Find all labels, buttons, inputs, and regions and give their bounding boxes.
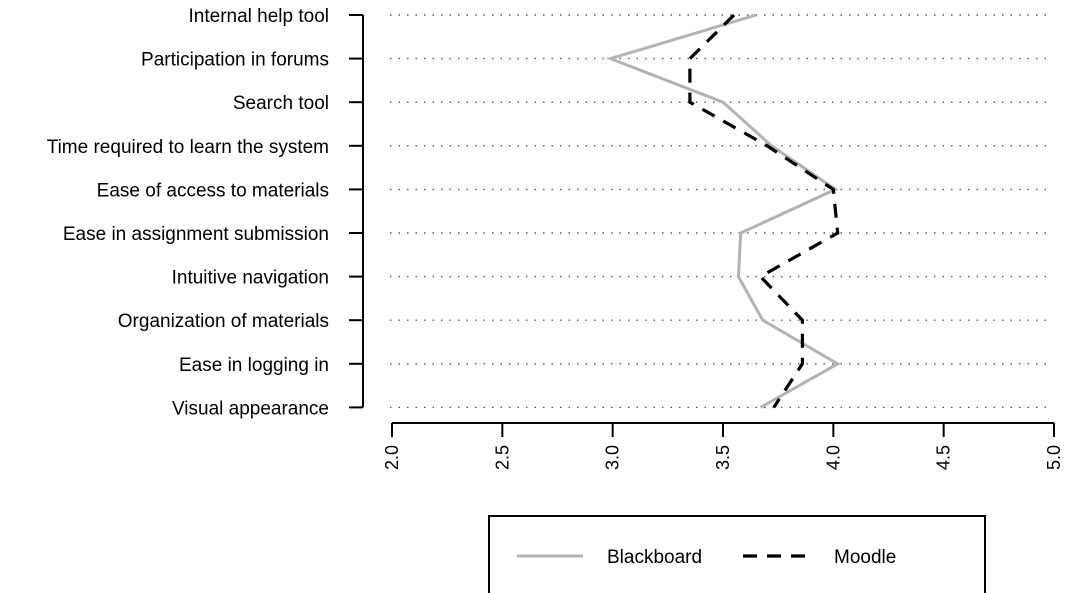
category-label: Ease in assignment submission xyxy=(63,224,329,245)
category-label: Participation in forums xyxy=(141,50,329,71)
x-axis: 2.0 2.5 3.0 3.5 4.0 4.5 5.0 xyxy=(382,422,1064,470)
category-label: Search tool xyxy=(233,93,329,114)
x-tick-label: 4.0 xyxy=(823,445,843,470)
legend: Blackboard Moodle xyxy=(488,515,986,593)
gridlines xyxy=(390,14,1050,409)
category-label: Time required to learn the system xyxy=(47,137,329,158)
legend-box xyxy=(488,515,986,593)
y-axis: Internal help tool Participation in forum… xyxy=(47,6,364,419)
category-label: Internal help tool xyxy=(189,6,330,27)
series-lines xyxy=(605,13,841,409)
series-line-blackboard xyxy=(605,13,841,409)
series-line-moodle xyxy=(688,13,840,409)
x-tick-label: 5.0 xyxy=(1044,445,1064,470)
category-label: Visual appearance xyxy=(172,398,329,419)
x-tick-label: 3.0 xyxy=(603,445,623,470)
x-tick-label: 4.5 xyxy=(934,445,954,470)
legend-label-moodle: Moodle xyxy=(834,547,896,568)
x-tick-label: 2.0 xyxy=(382,445,402,470)
category-label: Organization of materials xyxy=(118,311,329,332)
x-tick-label: 3.5 xyxy=(713,445,733,470)
category-label: Intuitive navigation xyxy=(172,268,329,289)
category-label: Ease in logging in xyxy=(179,355,329,376)
x-tick-label: 2.5 xyxy=(492,445,512,470)
category-label: Ease of access to materials xyxy=(97,180,329,201)
legend-label-blackboard: Blackboard xyxy=(607,547,702,568)
